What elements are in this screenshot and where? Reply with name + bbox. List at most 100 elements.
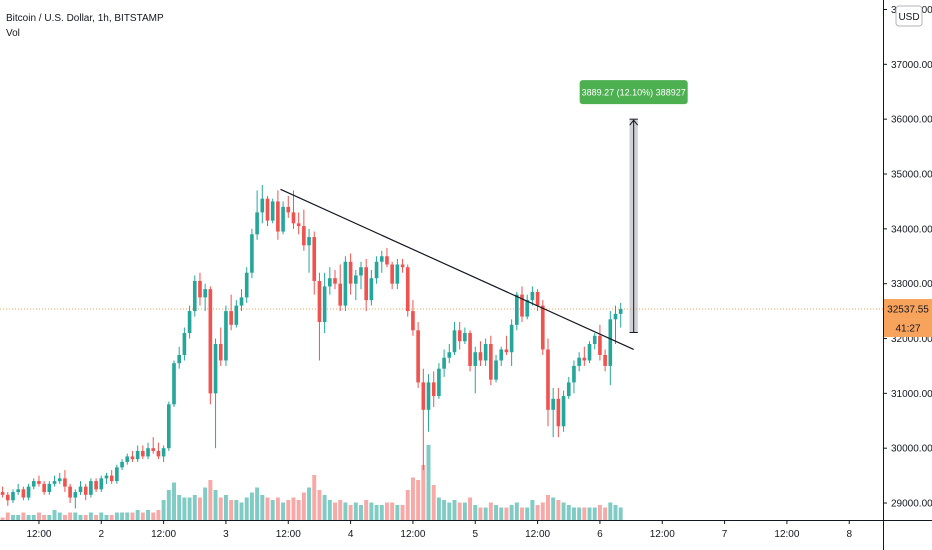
volume-bar xyxy=(312,475,317,520)
volume-bar xyxy=(592,507,597,520)
volume-bar xyxy=(130,512,135,520)
volume-bar xyxy=(229,500,234,520)
volume-bar xyxy=(452,500,457,520)
candle-body xyxy=(302,226,306,246)
candle-body xyxy=(244,272,249,298)
x-tick-label: 12:00 xyxy=(400,529,425,540)
volume-bar xyxy=(514,502,519,520)
volume-bar xyxy=(327,500,332,520)
candle-body xyxy=(83,486,88,495)
volume-bar xyxy=(234,500,239,520)
candle-body xyxy=(218,344,223,361)
candle-body xyxy=(551,398,555,410)
volume-bar xyxy=(379,505,384,520)
volume-bar xyxy=(457,502,462,520)
volume-bar xyxy=(618,507,623,520)
candle-body xyxy=(208,289,213,394)
candle-body xyxy=(42,483,46,493)
candle-body xyxy=(99,478,104,490)
candle-body xyxy=(94,481,98,490)
candle-body xyxy=(426,382,431,410)
volume-bar xyxy=(213,490,218,520)
volume-bar xyxy=(57,512,62,520)
candle-body xyxy=(37,481,41,484)
chart-legend: Bitcoin / U.S. Dollar, 1h, BITSTAMP Vol xyxy=(6,11,164,41)
candle-body xyxy=(151,448,156,451)
volume-bar xyxy=(582,507,587,520)
y-tick-label: 34000.00 xyxy=(891,224,932,235)
candle-body xyxy=(566,382,571,397)
volume-bar xyxy=(374,505,379,520)
candle-body xyxy=(535,291,540,306)
y-tick-label: 30000.00 xyxy=(891,444,932,455)
candle-body xyxy=(494,360,498,380)
candle-body xyxy=(431,382,436,397)
current-price-label: 32537.55 xyxy=(887,305,929,316)
volume-bar xyxy=(520,507,524,520)
volume-bar xyxy=(52,510,57,520)
volume-bar xyxy=(36,512,41,520)
volume-bar xyxy=(203,487,208,520)
candle-body xyxy=(348,261,353,284)
candle-body xyxy=(514,294,519,325)
volume-bar xyxy=(286,500,291,520)
volume-bar xyxy=(483,507,488,520)
drawings[interactable]: 3889.27 (12.10%) 388927 xyxy=(280,80,688,351)
volume-bar xyxy=(535,505,540,520)
candle-body xyxy=(338,283,343,306)
volume-bar xyxy=(431,485,436,520)
volume-bar xyxy=(192,495,197,520)
candle-body xyxy=(198,280,202,298)
y-tick-label: 29000.00 xyxy=(891,499,932,510)
volume-bar xyxy=(78,515,83,520)
volume-bar xyxy=(5,512,10,520)
volume-bar xyxy=(260,495,265,520)
volume-bar xyxy=(166,490,171,520)
volume-bar xyxy=(551,497,556,520)
candle-body xyxy=(286,206,291,213)
candle-body xyxy=(525,300,530,317)
volume-bar xyxy=(26,515,31,520)
candle-body xyxy=(260,198,265,213)
volume-bar xyxy=(47,515,52,520)
volume-bar xyxy=(348,505,353,520)
volume-bar xyxy=(301,492,306,520)
candle-body xyxy=(416,330,420,383)
y-tick-label: 32000.00 xyxy=(891,334,932,345)
volume-bar xyxy=(597,505,602,520)
candle-body xyxy=(192,280,197,312)
volume-bar xyxy=(151,512,156,520)
x-tick-label: 4 xyxy=(348,529,354,540)
candle-body xyxy=(135,450,140,460)
candle-body xyxy=(0,492,5,495)
candle-body xyxy=(405,267,410,312)
candle-body xyxy=(296,223,301,227)
candle-body xyxy=(187,311,192,334)
volume-bar xyxy=(338,500,343,520)
candle-body xyxy=(520,294,524,317)
candle-body xyxy=(250,234,254,273)
candle-body xyxy=(234,305,239,325)
volume-bar xyxy=(197,497,202,520)
currency-label: USD xyxy=(898,12,919,23)
volume-bar xyxy=(249,492,254,520)
current-price-badge xyxy=(884,299,932,320)
candle-body xyxy=(161,448,166,457)
candle-body xyxy=(483,344,488,361)
volume-bar xyxy=(436,497,441,520)
candle-body xyxy=(52,481,57,484)
candle-body xyxy=(328,278,332,287)
candle-body xyxy=(322,286,327,323)
candle-body xyxy=(73,492,78,498)
candle-body xyxy=(146,448,150,457)
candle-body xyxy=(572,365,576,383)
candle-body xyxy=(182,333,187,355)
volume-bar xyxy=(114,512,119,520)
volume-bar xyxy=(172,482,176,520)
volume-bar xyxy=(125,512,130,520)
y-tick-label: 36000.00 xyxy=(891,115,932,126)
x-tick-label: 12:00 xyxy=(26,529,51,540)
candle-body xyxy=(156,450,161,457)
volume-bar xyxy=(296,500,301,520)
